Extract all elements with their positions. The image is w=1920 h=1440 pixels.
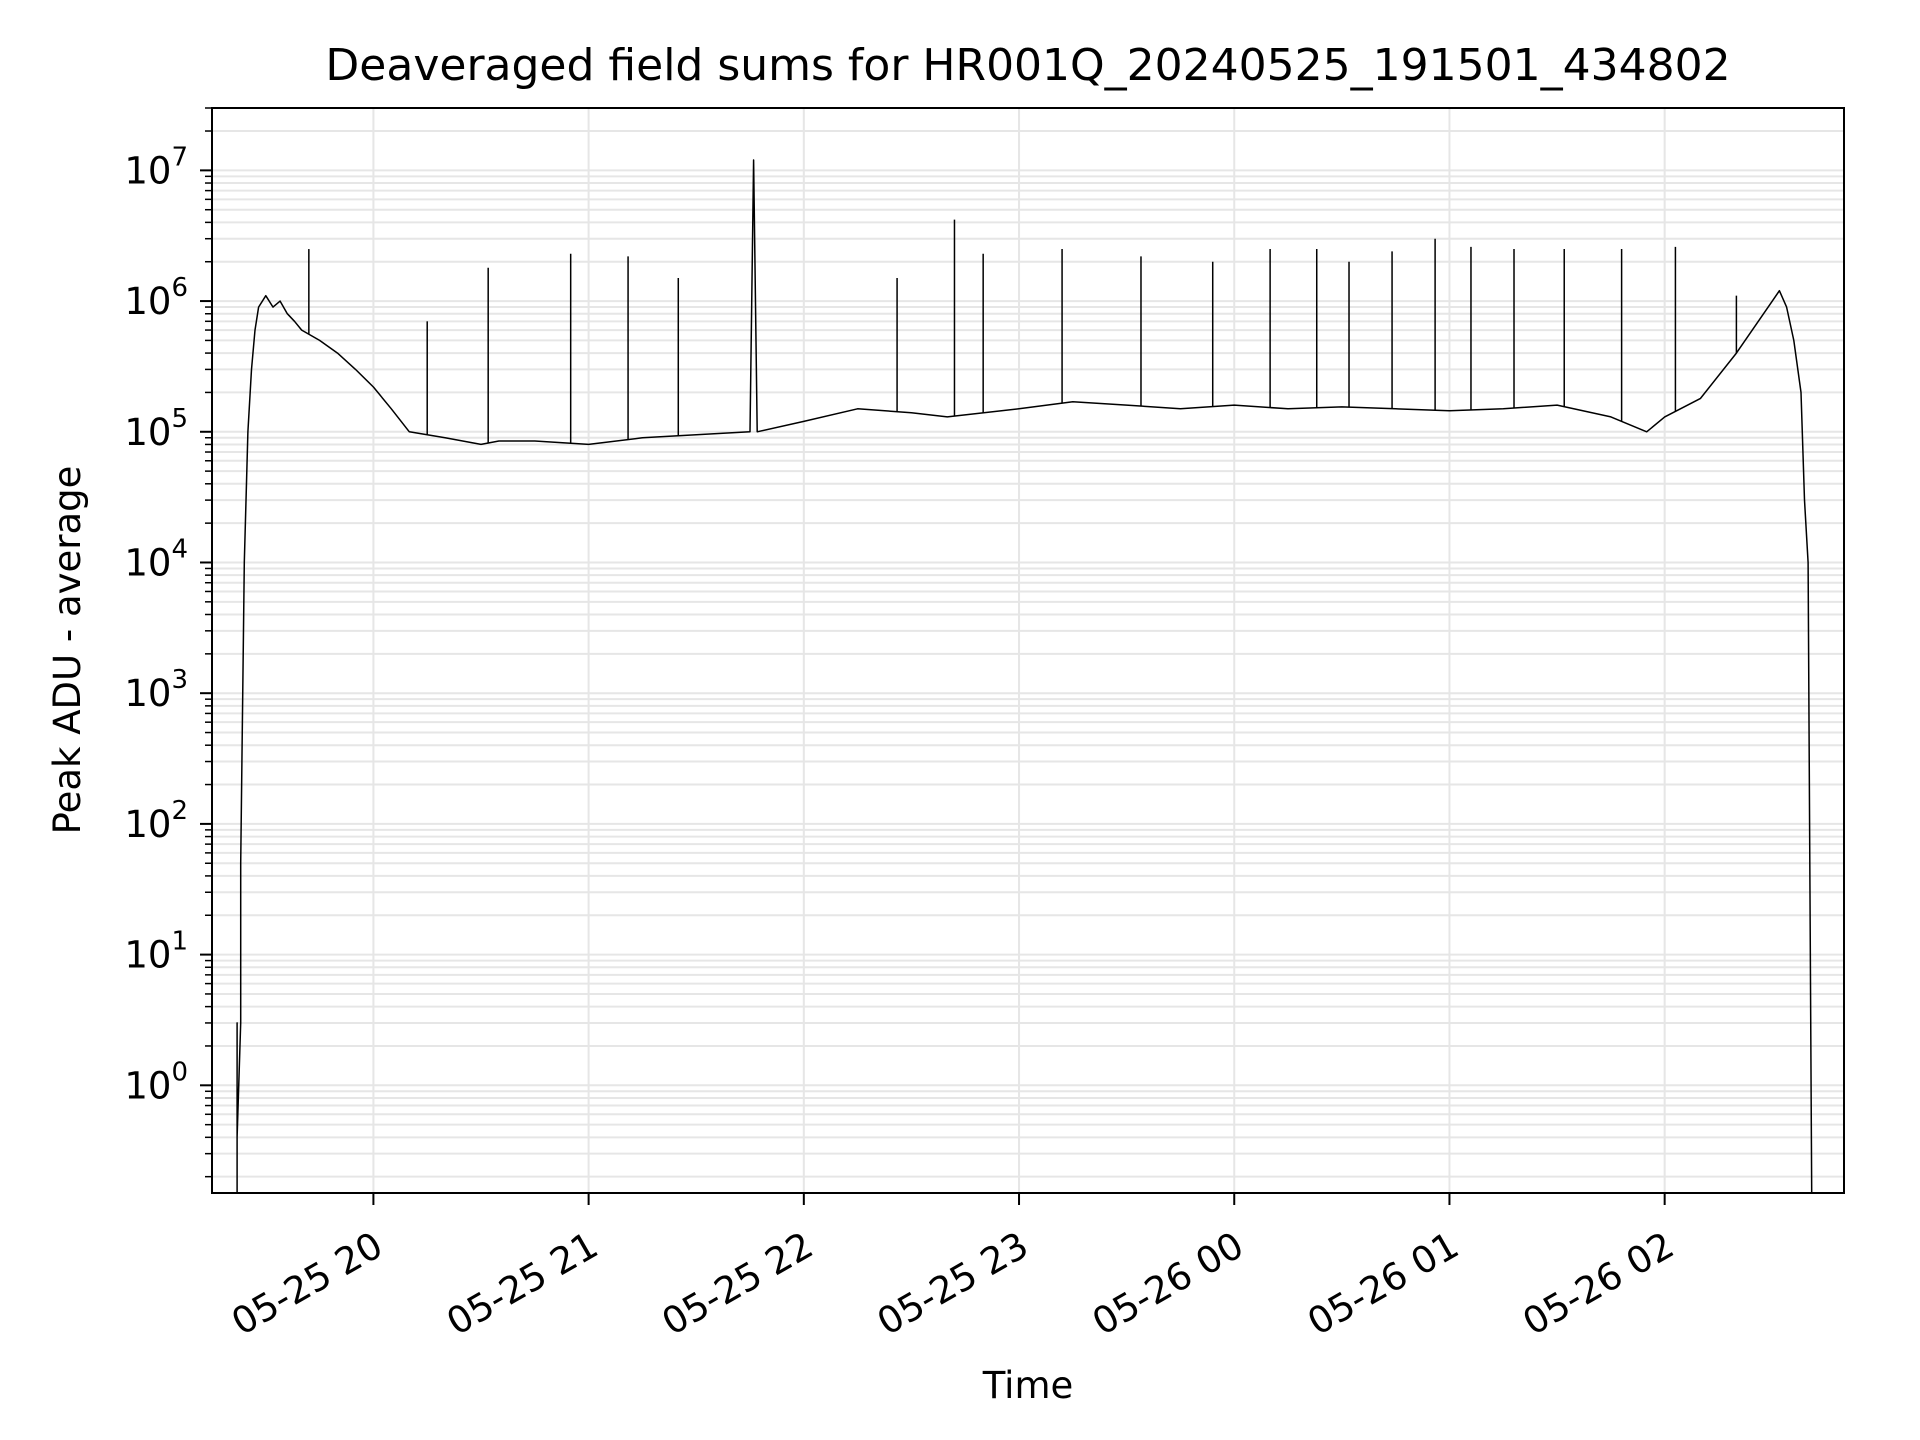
series-line bbox=[236, 159, 1813, 1194]
x-axis-label: Time bbox=[982, 1364, 1074, 1407]
y-tick-label: 102 bbox=[124, 796, 188, 846]
y-axis-label: Peak ADU - average bbox=[46, 466, 89, 835]
grid bbox=[212, 107, 1844, 1193]
y-tick-label: 104 bbox=[124, 534, 188, 584]
y-tick-label: 103 bbox=[124, 665, 188, 715]
chart-title: Deaveraged field sums for HR001Q_2024052… bbox=[325, 40, 1730, 91]
plot-frame bbox=[211, 107, 1845, 1194]
y-tick-label: 106 bbox=[124, 273, 188, 323]
y-tick-label: 100 bbox=[124, 1057, 188, 1107]
y-tick-label: 105 bbox=[124, 404, 188, 454]
y-tick-label: 107 bbox=[124, 142, 188, 192]
y-axis: 100 101 102 103 104 105 106 107 bbox=[124, 107, 212, 1178]
series-layer bbox=[236, 159, 1813, 1194]
y-tick-label: 101 bbox=[124, 927, 188, 977]
